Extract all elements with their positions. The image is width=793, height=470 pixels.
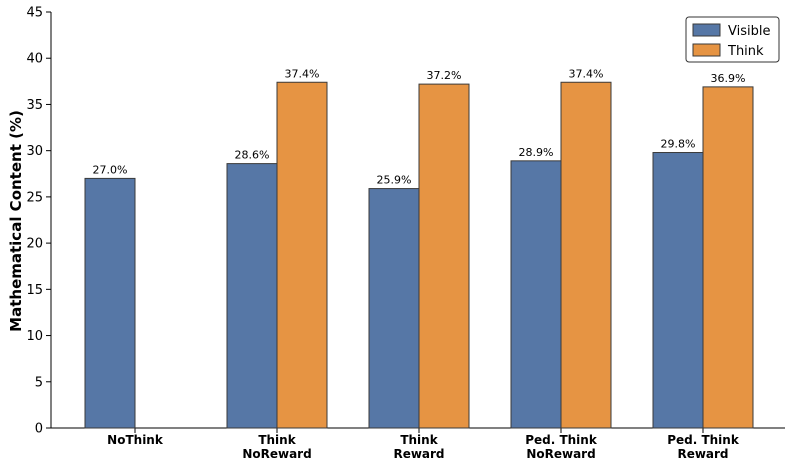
bar-think [702, 86, 754, 429]
data-label: 27.0% [93, 163, 128, 176]
y-tick-label: 45 [26, 6, 43, 21]
legend-label: Visible [728, 24, 770, 39]
legend-label: Think [727, 44, 764, 59]
y-tick-label: 40 [26, 52, 43, 67]
data-label: 28.6% [235, 149, 270, 162]
bar-visible [652, 152, 704, 429]
y-tick-label: 15 [26, 283, 43, 298]
bar-visible [226, 163, 278, 429]
x-tick-label: NoThink [107, 433, 164, 447]
y-tick-label: 5 [35, 375, 43, 390]
legend: Visible Think [685, 16, 780, 63]
bar-visible [368, 188, 420, 429]
data-label: 28.9% [519, 146, 554, 159]
x-tick-label: Think NoReward [242, 433, 311, 461]
data-label: 37.4% [285, 67, 320, 80]
legend-swatch [692, 23, 721, 37]
x-tick-label: Ped. Think Reward [667, 433, 740, 461]
bar-visible [84, 177, 136, 429]
y-tick-label: 35 [26, 98, 43, 113]
bar-think [276, 81, 328, 429]
y-tick-label: 0 [35, 422, 43, 437]
data-label: 36.9% [711, 72, 746, 85]
y-tick-label: 10 [26, 329, 43, 344]
data-label: 25.9% [377, 174, 412, 187]
data-label: 29.8% [661, 138, 696, 151]
bar-think [418, 83, 470, 429]
y-axis-title: Mathematical Content (%) [7, 110, 25, 332]
legend-swatch [692, 43, 721, 57]
bar-visible [510, 160, 562, 429]
data-label: 37.2% [427, 69, 462, 82]
x-tick-label: Ped. Think NoReward [525, 433, 598, 461]
y-tick-label: 25 [26, 190, 43, 205]
plot-area: 0 5 10 15 20 25 30 35 40 45 NoThink 27.0% Think NoRew… [26, 6, 785, 461]
y-tick-label: 30 [26, 144, 43, 159]
data-label: 37.4% [569, 67, 604, 80]
y-tick-label: 20 [26, 237, 43, 252]
x-tick-label: Think Reward [393, 433, 444, 461]
bar-think [560, 81, 612, 429]
